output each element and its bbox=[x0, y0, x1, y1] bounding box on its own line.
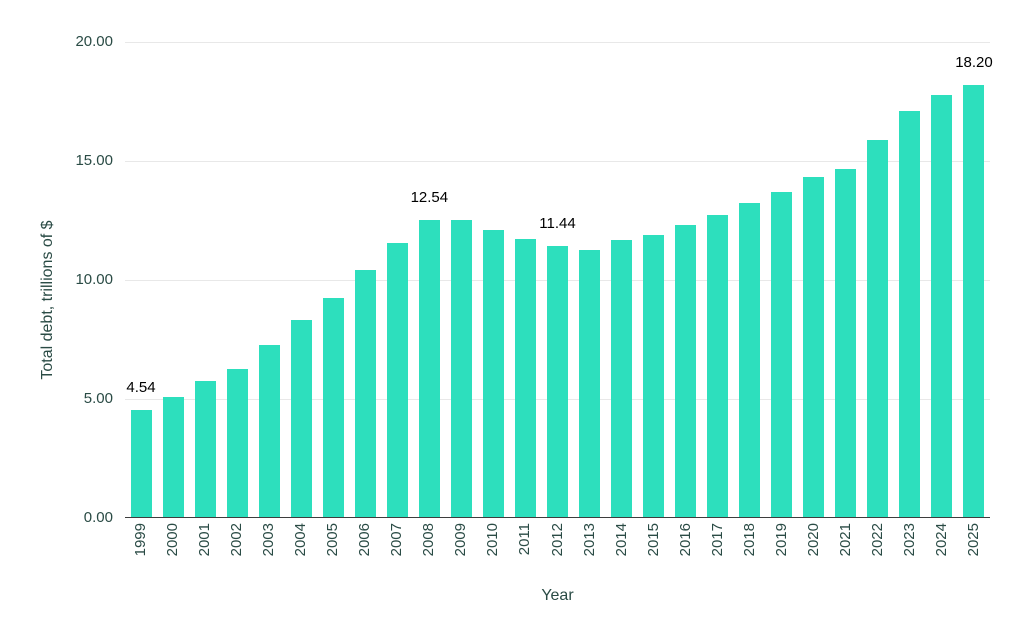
x-tick-label: 2020 bbox=[804, 523, 822, 557]
bar-2020 bbox=[803, 176, 825, 518]
bar-2015 bbox=[643, 235, 665, 518]
bar-2022 bbox=[867, 139, 889, 518]
bar-2016 bbox=[675, 225, 697, 518]
bar-annotation: 12.54 bbox=[410, 188, 449, 206]
bar-2019 bbox=[771, 191, 793, 518]
x-tick-label: 2015 bbox=[644, 523, 662, 557]
x-tick-label: 2024 bbox=[932, 523, 950, 557]
bar-2004 bbox=[290, 319, 312, 518]
bar-2000 bbox=[162, 397, 184, 518]
x-tick-label: 2019 bbox=[772, 523, 790, 557]
x-tick-label: 2008 bbox=[420, 523, 438, 557]
bar-2025 bbox=[963, 84, 985, 518]
bar-2010 bbox=[482, 229, 504, 518]
x-tick-label: 2009 bbox=[452, 523, 470, 557]
x-axis-line bbox=[125, 517, 990, 518]
bar-2003 bbox=[258, 344, 280, 518]
x-tick-label: 2002 bbox=[228, 523, 246, 557]
y-gridline bbox=[125, 41, 990, 43]
x-tick-label: 2014 bbox=[612, 523, 630, 557]
bar-annotation: 4.54 bbox=[126, 378, 156, 396]
bar-2012 bbox=[547, 245, 568, 518]
x-tick-label: 2023 bbox=[900, 523, 918, 557]
x-tick-label: 2011 bbox=[516, 523, 534, 556]
x-tick-label: 2025 bbox=[964, 523, 982, 557]
bar-2017 bbox=[707, 215, 729, 518]
bar-2008 bbox=[418, 219, 440, 518]
bar-2005 bbox=[322, 297, 344, 518]
bar-2018 bbox=[739, 202, 761, 518]
y-tick-label: 5.00 bbox=[83, 390, 113, 407]
x-tick-label: 2018 bbox=[740, 523, 758, 557]
x-tick-label: 2005 bbox=[324, 523, 342, 557]
x-tick-label: 2013 bbox=[580, 523, 598, 557]
x-tick-label: 1999 bbox=[132, 523, 150, 557]
x-tick-label: 2021 bbox=[836, 523, 854, 557]
y-tick-label: 10.00 bbox=[75, 271, 113, 288]
bar-2006 bbox=[354, 270, 376, 518]
bar-2014 bbox=[611, 240, 633, 518]
bar-2001 bbox=[194, 380, 216, 518]
x-tick-label: 2000 bbox=[164, 523, 182, 557]
plot-area bbox=[125, 41, 990, 518]
x-axis-title: Year bbox=[541, 587, 574, 604]
bar-2013 bbox=[579, 250, 601, 518]
y-tick-label: 20.00 bbox=[75, 33, 113, 50]
bar-2023 bbox=[899, 110, 921, 518]
bar-2024 bbox=[931, 95, 953, 518]
y-tick-label: 0.00 bbox=[83, 509, 113, 526]
x-tick-label: 2006 bbox=[356, 523, 374, 557]
bar-1999 bbox=[130, 409, 152, 518]
x-tick-label: 2017 bbox=[708, 523, 726, 557]
bar-annotation: 11.44 bbox=[539, 214, 576, 232]
x-tick-label: 2004 bbox=[292, 523, 310, 557]
bar-2002 bbox=[226, 368, 248, 518]
x-tick-label: 2016 bbox=[676, 523, 694, 557]
bar-annotation: 18.20 bbox=[955, 53, 993, 71]
y-tick-label: 15.00 bbox=[75, 152, 113, 169]
x-tick-label: 2012 bbox=[548, 523, 566, 557]
bar-2007 bbox=[386, 242, 408, 518]
x-tick-label: 2007 bbox=[388, 523, 406, 557]
x-tick-label: 2003 bbox=[260, 523, 278, 557]
y-gridline bbox=[125, 160, 990, 162]
x-tick-label: 2001 bbox=[196, 523, 214, 557]
x-tick-label: 2022 bbox=[868, 523, 886, 557]
bar-2009 bbox=[450, 220, 472, 518]
x-tick-label: 2010 bbox=[484, 523, 502, 557]
bar-2011 bbox=[514, 238, 536, 518]
bar-2021 bbox=[835, 169, 857, 518]
